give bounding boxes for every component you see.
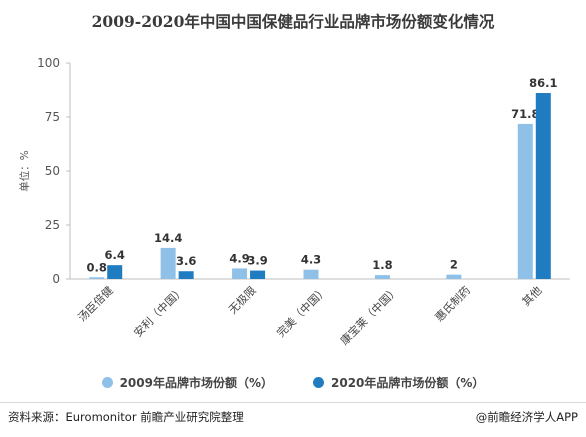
bar-2009 [446,274,462,279]
x-tick-label: 康宝莱（中国） [337,283,401,347]
bar-2020 [250,270,266,279]
data-label: 1.8 [372,258,392,272]
bar-2009 [160,247,176,279]
chart-title: 2009-2020年中国中国保健品行业品牌市场份额变化情况 [91,12,495,31]
legend-label-2009: 2009年品牌市场份额（%） [119,376,273,390]
y-tick-label: 25 [45,218,60,232]
y-tick-label: 50 [45,164,60,178]
x-tick-label: 安利（中国） [131,283,188,340]
legend-swatch-2009 [101,377,113,388]
legend-swatch-2020 [313,377,324,388]
data-label: 2 [450,258,458,272]
legend-item-2020: 2020年品牌市场份额（%） [313,374,484,391]
legend-item-2009: 2009年品牌市场份额（%） [101,374,273,391]
data-label: 4.9 [229,251,249,265]
data-label: 0.8 [87,260,107,274]
data-label: 3.6 [176,254,196,268]
bar-2020 [178,271,194,279]
data-label: 86.1 [529,76,557,90]
data-label: 6.4 [105,248,125,262]
bar-2020 [535,93,551,279]
x-tick-label: 完美（中国） [274,283,331,340]
x-tick-label: 惠氏制药 [432,283,473,324]
bar-2009 [232,268,248,279]
legend: 2009年品牌市场份额（%） 2020年品牌市场份额（%） [0,374,586,391]
data-label: 3.9 [247,254,267,268]
bar-2020 [107,265,123,279]
x-tick-label: 无极限 [225,283,258,316]
y-tick-label: 0 [52,272,60,286]
credit-note: @前瞻经济学人APP [475,410,578,424]
bar-2009 [303,269,319,279]
y-tick-label: 75 [45,110,60,124]
footer-divider [0,402,586,403]
y-axis-label: 单位：% [18,150,31,191]
bar-2009 [517,123,533,279]
y-tick-label: 100 [37,56,60,70]
data-label: 71.8 [511,107,539,121]
legend-label-2020: 2020年品牌市场份额（%） [331,376,485,390]
data-label: 4.3 [301,253,321,267]
source-note: 资料来源：Euromonitor 前瞻产业研究院整理 [8,410,244,424]
bar-2009 [89,277,105,279]
x-tick-label: 其他 [520,284,545,309]
x-tick-label: 汤臣倍健 [75,283,116,324]
data-label: 14.4 [154,231,182,245]
bar-2009 [374,275,390,279]
